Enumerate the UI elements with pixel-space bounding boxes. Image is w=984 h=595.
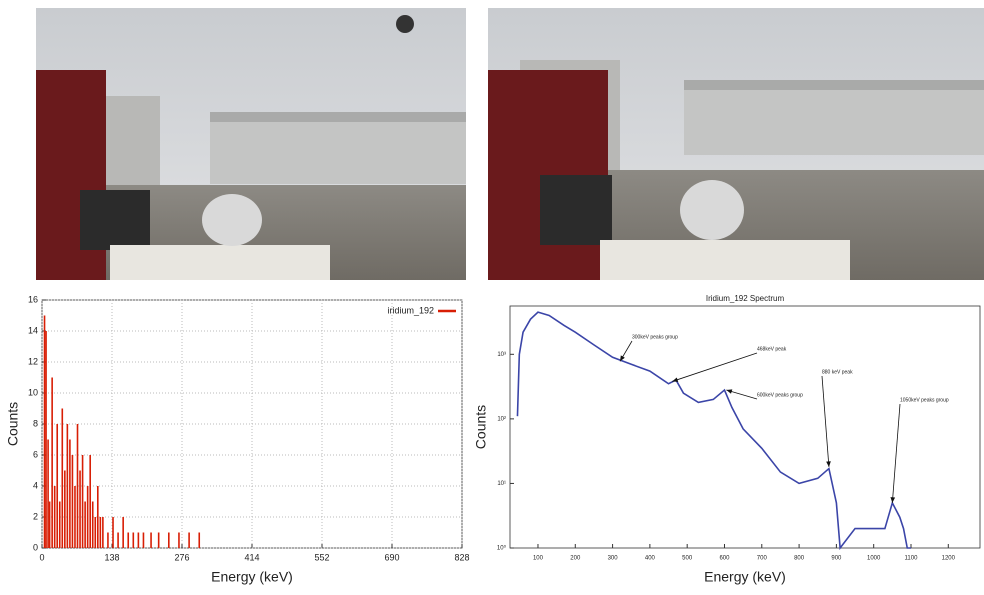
x-tick-label: 300 (608, 556, 619, 562)
arrow-head (890, 497, 895, 503)
y-axis-label: Counts (473, 405, 489, 449)
bar (122, 517, 124, 548)
bar (138, 533, 140, 549)
bar (59, 502, 61, 549)
bar (72, 455, 74, 548)
bar (107, 533, 109, 549)
bar (168, 533, 170, 549)
x-tick-label: 1200 (942, 556, 956, 562)
bar (49, 502, 51, 549)
y-tick-label: 12 (28, 356, 38, 366)
arrow-head (826, 461, 831, 467)
x-tick-label: 276 (174, 552, 189, 562)
bar (133, 533, 135, 549)
x-tick-label: 200 (570, 556, 581, 562)
bar (45, 331, 47, 548)
arrow-head (672, 377, 678, 381)
bar (198, 533, 200, 549)
y-tick-label: 4 (33, 480, 38, 490)
x-tick-label: 800 (794, 556, 805, 562)
annotation-arrow (822, 376, 829, 467)
x-tick-label: 700 (757, 556, 768, 562)
bar (102, 517, 104, 548)
bar (54, 486, 56, 548)
x-tick-label: 414 (244, 552, 259, 562)
annotation: 300keV peaks group (632, 334, 678, 340)
x-tick-label: 400 (645, 556, 656, 562)
bar (47, 440, 49, 549)
x-tick-label: 552 (314, 552, 329, 562)
bar (92, 502, 94, 549)
chart-title: Iridium_192 Spectrum (706, 294, 785, 303)
y-tick-label: 14 (28, 325, 38, 335)
bar (117, 533, 119, 549)
bar (56, 424, 58, 548)
x-tick-label: 1100 (905, 556, 919, 562)
annotation: 880 keV peak (822, 369, 853, 375)
line (517, 312, 911, 548)
x-tick-label: 0 (39, 552, 44, 562)
x-tick-label: 828 (454, 552, 469, 562)
x-tick-label: 1000 (867, 556, 881, 562)
y-tick-label: 10³ (497, 352, 506, 358)
bar (79, 471, 81, 549)
bar (69, 440, 71, 549)
x-tick-label: 600 (719, 556, 730, 562)
x-tick-label: 100 (533, 556, 544, 562)
x-tick-label: 900 (831, 556, 842, 562)
y-tick-label: 6 (33, 449, 38, 459)
x-tick-label: 138 (104, 552, 119, 562)
bar (87, 486, 89, 548)
annotation-arrow (672, 353, 757, 381)
photo-left (36, 8, 466, 280)
bar (64, 471, 66, 549)
x-tick-label: 500 (682, 556, 693, 562)
y-axis-label: Counts (5, 402, 21, 446)
bar (67, 424, 69, 548)
bar (97, 486, 99, 548)
y-tick-label: 16 (28, 294, 38, 304)
bar (84, 502, 86, 549)
bar (44, 316, 46, 549)
annotation-arrow (892, 404, 900, 503)
annotation: 468keV peak (757, 346, 787, 352)
y-tick-label: 2 (33, 511, 38, 521)
bar (51, 378, 53, 549)
annotation: 600keV peaks group (757, 392, 803, 398)
x-axis-label: Energy (keV) (211, 569, 293, 585)
figure: 0 138 276 414 552 690 828 0 2 4 6 8 10 12 14 16 Energy (… (0, 0, 984, 590)
bar (158, 533, 160, 549)
bar (178, 533, 180, 549)
y-tick-label: 10² (497, 416, 506, 422)
bar (100, 517, 102, 548)
bar (74, 486, 76, 548)
bar (61, 409, 63, 549)
x-axis-label: Energy (keV) (704, 569, 786, 585)
y-tick-label: 10¹ (497, 481, 506, 487)
bar (77, 424, 79, 548)
y-tick-label: 10⁰ (497, 545, 507, 552)
bar (94, 517, 96, 548)
plot-area (510, 306, 980, 548)
x-tick-label: 690 (384, 552, 399, 562)
bar (112, 517, 114, 548)
bar (127, 533, 129, 549)
legend-label: iridium_192 (387, 305, 434, 315)
y-tick-label: 8 (33, 418, 38, 428)
arrow-head (726, 389, 732, 393)
bar (188, 533, 190, 549)
bar (82, 455, 84, 548)
y-tick-label: 10 (28, 387, 38, 397)
bar (143, 533, 145, 549)
y-tick-label: 0 (33, 542, 38, 552)
bar (89, 455, 91, 548)
annotation: 1050keV peaks group (900, 397, 949, 403)
photo-right (488, 8, 984, 280)
bar (150, 533, 152, 549)
